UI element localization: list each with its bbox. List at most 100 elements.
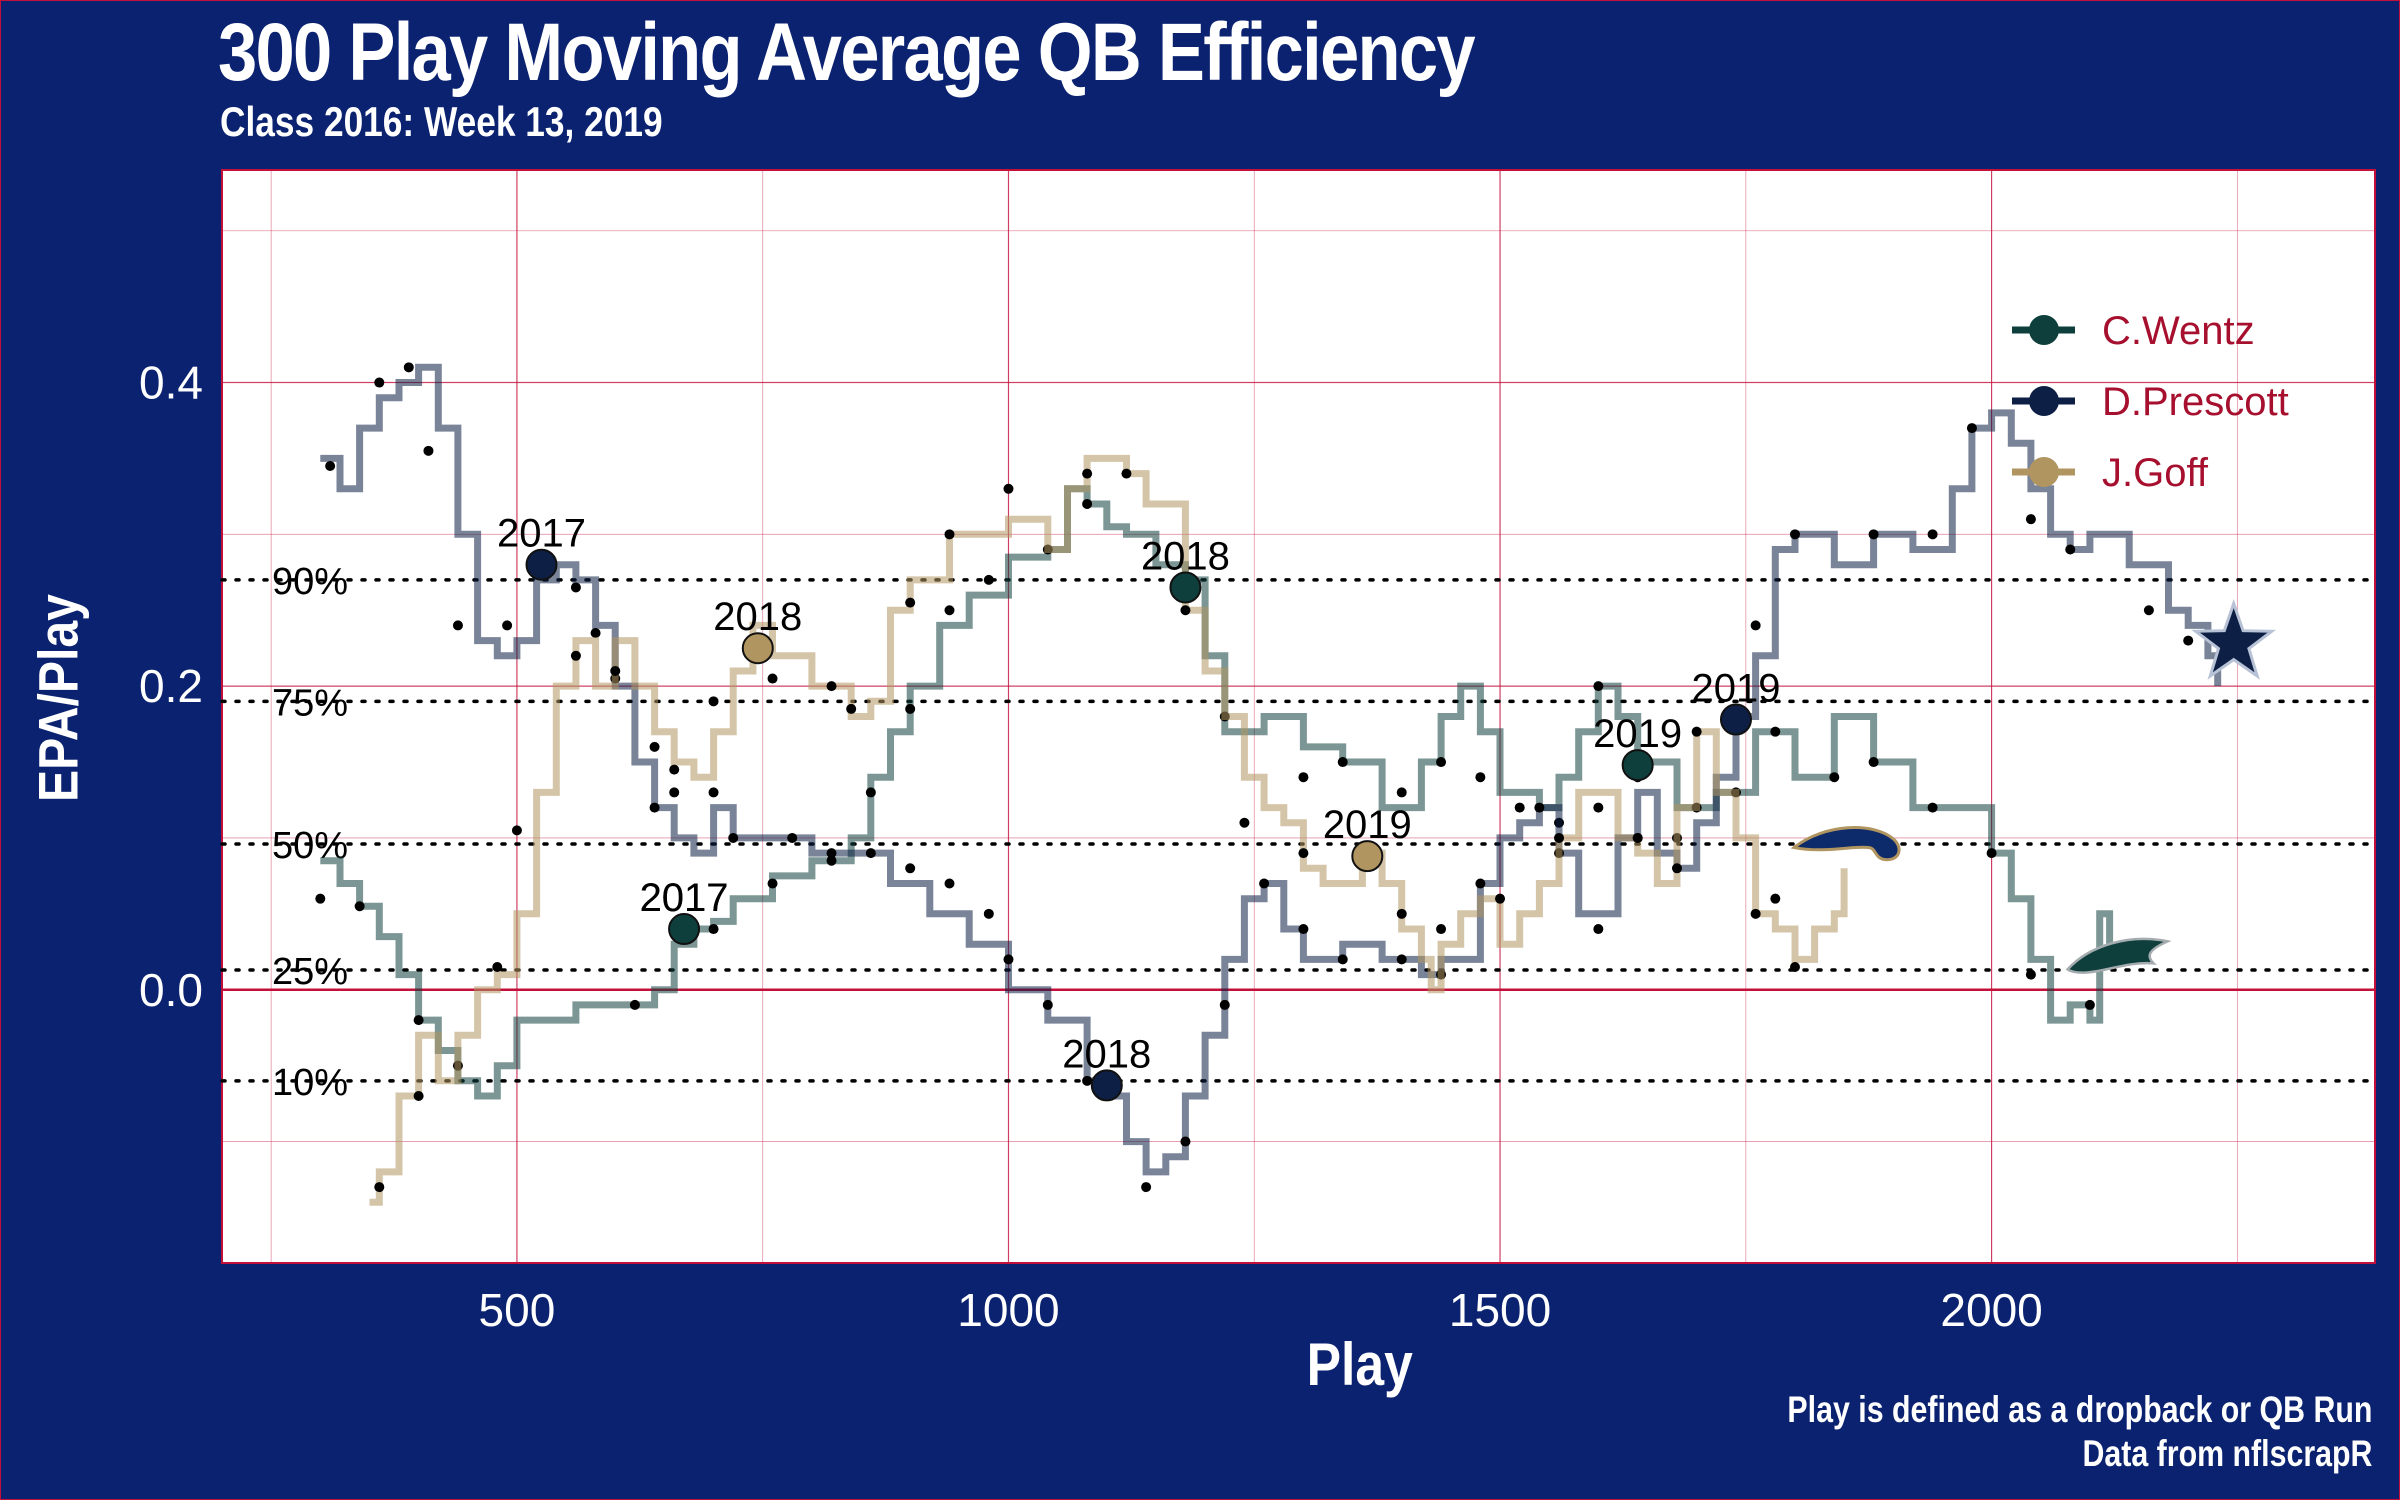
y-tick-label: 0.2 (139, 660, 203, 712)
season-point (1719, 703, 1752, 736)
legend-label: D.Prescott (2102, 380, 2289, 424)
data-point (905, 863, 916, 874)
percentile-label: 25% (272, 951, 348, 993)
data-point (1475, 878, 1486, 889)
data-point (826, 848, 837, 859)
data-point (767, 878, 778, 889)
data-point (492, 961, 503, 972)
data-point (590, 628, 601, 639)
data-point (610, 665, 621, 676)
eagles-head-shape (2065, 937, 2172, 974)
data-point (315, 893, 326, 904)
chart-subtitle: Class 2016: Week 13, 2019 (220, 98, 663, 145)
eagles-logo-icon (2065, 937, 2172, 974)
data-point (1180, 605, 1191, 616)
data-point (944, 605, 955, 616)
data-point (1514, 802, 1525, 813)
percentile-label: 75% (272, 682, 348, 724)
data-point (1868, 757, 1879, 768)
chart-title: 300 Play Moving Average QB Efficiency (218, 7, 1476, 98)
season-label: 2019 (1593, 712, 1682, 756)
season-label: 2018 (1141, 534, 1230, 578)
data-point (1003, 954, 1014, 965)
season-label: 2018 (1062, 1032, 1151, 1076)
data-point (2183, 635, 2194, 646)
data-point (570, 582, 581, 593)
data-point (2084, 999, 2095, 1010)
data-point (1495, 893, 1506, 904)
x-tick-label: 2000 (1940, 1284, 2042, 1336)
data-point (2065, 544, 2076, 555)
data-point (1868, 529, 1879, 540)
data-point (374, 377, 385, 388)
data-point (905, 703, 916, 714)
data-point (511, 825, 522, 836)
series-1 (320, 362, 2222, 1193)
legend-label: C.Wentz (2102, 309, 2255, 353)
data-point (1180, 1136, 1191, 1147)
rams-logo-icon (1790, 826, 1901, 862)
data-point (728, 832, 739, 843)
data-point (1436, 757, 1447, 768)
data-point (983, 908, 994, 919)
data-point (1966, 423, 1977, 434)
data-point (1593, 802, 1604, 813)
season-point (1621, 749, 1654, 782)
y-tick-label: 0.0 (139, 964, 203, 1016)
data-point (1593, 924, 1604, 935)
season-point (668, 913, 701, 946)
percentile-label: 90% (272, 561, 348, 603)
data-point (325, 461, 336, 472)
data-point (708, 924, 719, 935)
data-point (1927, 802, 1938, 813)
y-tick-label: 0.4 (139, 357, 203, 409)
data-point (649, 741, 660, 752)
data-point (1396, 787, 1407, 798)
season-label: 2019 (1323, 803, 1412, 847)
data-point (1239, 817, 1250, 828)
data-point (1082, 498, 1093, 509)
percentile-label: 10% (272, 1062, 348, 1104)
data-point (1750, 908, 1761, 919)
season-label: 2019 (1691, 667, 1780, 711)
caption-line-2: Data from nflscrapR (2082, 1433, 2372, 1474)
data-point (905, 597, 916, 608)
season-label: 2017 (640, 876, 729, 920)
data-point (1554, 832, 1565, 843)
data-point (1534, 802, 1545, 813)
data-point (865, 848, 876, 859)
data-point (826, 855, 837, 866)
chart-legend: C.Wentz D.Prescott J.Goff (2012, 309, 2289, 495)
data-point (1003, 483, 1014, 494)
data-point (2143, 605, 2154, 616)
data-point (570, 650, 581, 661)
legend-label: J.Goff (2102, 451, 2209, 495)
data-point (2025, 969, 2036, 980)
data-point (708, 787, 719, 798)
data-point (1298, 772, 1309, 783)
data-point (1436, 924, 1447, 935)
data-point (1593, 681, 1604, 692)
season-point (1090, 1069, 1123, 1102)
data-point (1396, 954, 1407, 965)
data-point (669, 764, 680, 775)
data-point (649, 802, 660, 813)
data-point (1141, 1182, 1152, 1193)
series-2 (369, 454, 1848, 1206)
data-point (413, 1091, 424, 1102)
data-point (1770, 726, 1781, 737)
season-label: 2018 (713, 595, 802, 639)
data-point (423, 445, 434, 456)
data-point (1298, 924, 1309, 935)
data-point (1259, 878, 1270, 889)
data-point (403, 362, 414, 373)
data-point (629, 999, 640, 1010)
data-point (1337, 757, 1348, 768)
data-point (502, 620, 513, 631)
legend-swatch-dot (2029, 315, 2059, 345)
reference-lines: 90%75%50%25%10% (220, 561, 2377, 1104)
x-tick-label: 1000 (957, 1284, 1059, 1336)
data-point (1082, 1075, 1093, 1086)
data-point (1671, 863, 1682, 874)
